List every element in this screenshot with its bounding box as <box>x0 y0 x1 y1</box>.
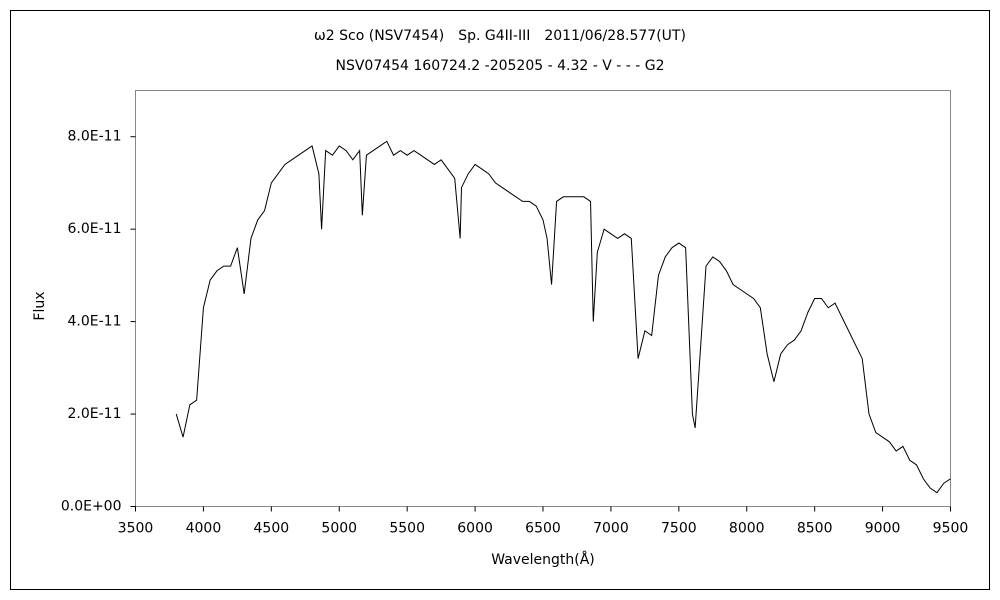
x-tick-label: 9000 <box>865 521 901 537</box>
x-tick-label: 4000 <box>186 521 222 537</box>
x-tick-label: 3500 <box>118 521 154 537</box>
x-tick-label: 6500 <box>525 521 561 537</box>
chart-subtitle: NSV07454 160724.2 -205205 - 4.32 - V - -… <box>335 58 664 74</box>
x-tick-label: 5500 <box>389 521 425 537</box>
x-tick-label: 8500 <box>797 521 833 537</box>
x-tick-label: 9500 <box>933 521 969 537</box>
spectrum-line <box>175 140 951 494</box>
y-tick-label: 8.0E-11 <box>68 129 122 145</box>
chart-title: ω2 Sco (NSV7454) Sp. G4II-III 2011/06/28… <box>314 28 686 44</box>
y-axis-label: Flux <box>32 291 48 320</box>
x-tick-label: 5000 <box>321 521 357 537</box>
y-tick-label: 0.0E+00 <box>61 499 122 515</box>
y-tick-label: 6.0E-11 <box>68 221 122 237</box>
x-tick-label: 7500 <box>661 521 697 537</box>
x-tick-label: 7000 <box>593 521 629 537</box>
x-tick-label: 8000 <box>729 521 765 537</box>
y-tick-label: 2.0E-11 <box>68 406 122 422</box>
x-tick-label: 6000 <box>457 521 493 537</box>
y-tick-label: 4.0E-11 <box>68 314 122 330</box>
x-tick-label: 4500 <box>254 521 290 537</box>
x-axis-label: Wavelength(Å) <box>491 551 595 568</box>
frame <box>10 10 990 590</box>
